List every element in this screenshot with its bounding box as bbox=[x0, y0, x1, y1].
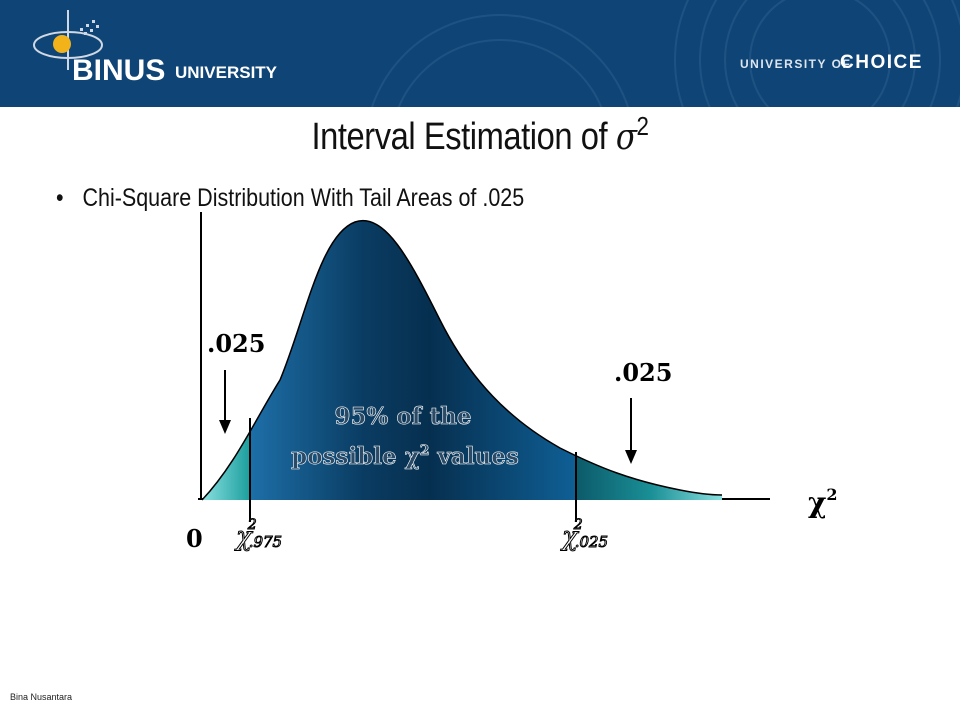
footer-text: Bina Nusantara bbox=[10, 692, 73, 702]
header-banner: BINUS UNIVERSITY UNIVERSITY OF CHOICE bbox=[0, 0, 960, 107]
title-text: Interval Estimation of bbox=[311, 116, 608, 158]
logo-word-university: UNIVERSITY bbox=[175, 63, 278, 82]
tagline-university-of: UNIVERSITY OF bbox=[740, 57, 851, 71]
left-tail-arrow-icon bbox=[219, 370, 231, 434]
bullet-item: • Chi-Square Distribution With Tail Areas… bbox=[56, 184, 524, 213]
density-curve bbox=[201, 219, 723, 501]
center-label-line2: possible χ2 values bbox=[291, 443, 519, 470]
title-sigma-symbol: σ bbox=[615, 117, 637, 158]
bullet-text: Chi-Square Distribution With Tail Areas … bbox=[82, 184, 525, 212]
logo-sun-icon bbox=[53, 35, 71, 53]
critical-label-right: χ2.025 bbox=[560, 517, 608, 552]
university-logo[interactable]: BINUS UNIVERSITY bbox=[33, 10, 278, 87]
x-axis-label: χ2 bbox=[808, 485, 838, 519]
left-tail-label: .025 bbox=[207, 329, 265, 358]
bullet-dot-icon: • bbox=[56, 184, 64, 212]
origin-label: 0 bbox=[186, 524, 203, 553]
right-tail-label: .025 bbox=[614, 358, 672, 387]
right-tail-arrow-icon bbox=[625, 398, 637, 464]
header-graphic: BINUS UNIVERSITY UNIVERSITY OF CHOICE bbox=[33, 0, 960, 107]
critical-label-left: χ2.975 bbox=[234, 517, 282, 552]
logo-word-binus: BINUS bbox=[72, 54, 165, 87]
header-decoration bbox=[370, 0, 960, 107]
title-exponent: 2 bbox=[636, 111, 649, 141]
right-tail-area bbox=[576, 220, 722, 500]
center-label-line1: 95% of the bbox=[334, 403, 471, 430]
page-title: Interval Estimation of σ2 bbox=[67, 111, 893, 159]
tagline-choice: CHOICE bbox=[840, 52, 923, 73]
